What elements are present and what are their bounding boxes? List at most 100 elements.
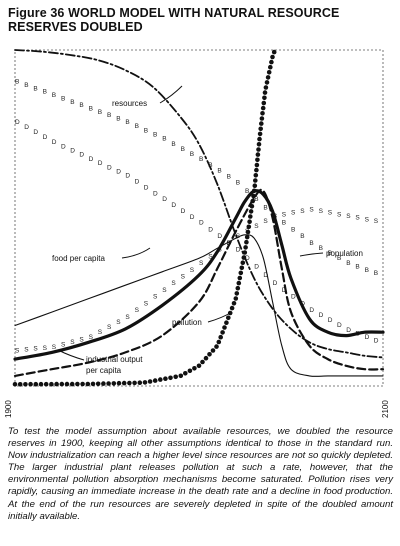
symbol-point: B xyxy=(79,102,83,109)
symbol-point: B xyxy=(300,233,304,240)
pollution-dot xyxy=(265,75,271,80)
symbol-point: B xyxy=(70,99,74,106)
pollution-dot xyxy=(85,381,91,387)
pollution-dot xyxy=(257,136,262,142)
symbol-point: B xyxy=(24,82,28,89)
symbol-point: S xyxy=(24,347,29,354)
pollution-dot xyxy=(268,64,273,70)
pollution-dot xyxy=(246,224,252,230)
symbol-point: B xyxy=(245,188,249,195)
pollution-dot xyxy=(237,275,243,281)
series-resources xyxy=(14,49,384,359)
pollution-dot xyxy=(203,355,209,361)
pollution-dot xyxy=(256,142,262,147)
symbol-point: S xyxy=(319,208,324,215)
symbol-point: S xyxy=(291,210,296,217)
pollution-dot xyxy=(245,229,251,235)
pollution-dot xyxy=(142,380,148,385)
pollution-dot xyxy=(33,381,39,387)
symbol-point: B xyxy=(263,205,267,212)
symbol-point: S xyxy=(153,294,158,301)
symbol-point: B xyxy=(328,250,332,257)
symbol-point: S xyxy=(98,329,103,336)
pollution-dot xyxy=(200,359,205,365)
symbol-point: B xyxy=(217,168,221,175)
symbol-point: D xyxy=(171,202,176,209)
pollution-dot xyxy=(95,381,101,387)
pollution-dot xyxy=(187,368,193,374)
symbol-point: S xyxy=(162,287,167,294)
pollution-dot xyxy=(260,105,266,111)
symbol-point: S xyxy=(263,218,268,225)
symbol-point: D xyxy=(162,196,167,203)
pollution-dot xyxy=(38,381,44,387)
pollution-dot xyxy=(253,178,258,183)
pollution-dot xyxy=(116,380,122,386)
symbol-point: D xyxy=(282,287,287,294)
symbol-point: B xyxy=(43,89,47,96)
pollution-dot xyxy=(127,380,132,386)
pollution-dot xyxy=(229,305,235,311)
x-tick-2100: 2100 xyxy=(381,400,390,418)
figure-title: Figure 36 WORLD MODEL WITH NATURAL RESOU… xyxy=(8,6,392,34)
label-resources: resources xyxy=(112,99,147,108)
pollution-dot xyxy=(220,330,225,335)
pollution-dot xyxy=(111,381,117,386)
symbol-point: D xyxy=(208,226,213,233)
symbol-point: D xyxy=(15,119,20,126)
symbol-point: B xyxy=(116,116,120,123)
pollution-dot xyxy=(249,204,255,209)
pollution-dot xyxy=(233,296,239,301)
symbol-point: B xyxy=(125,119,129,126)
symbol-point: B xyxy=(190,151,194,158)
symbol-point: S xyxy=(171,280,176,287)
pollution-dot xyxy=(244,239,249,245)
symbol-point: B xyxy=(181,146,185,153)
pollution-dot xyxy=(241,255,247,260)
pollution-dot xyxy=(260,111,265,116)
pollution-dot xyxy=(132,380,137,386)
pollution-dot xyxy=(23,382,28,387)
pollution-dot xyxy=(244,234,250,240)
symbol-point: S xyxy=(365,216,370,223)
pollution-dot xyxy=(259,116,265,121)
symbol-point: D xyxy=(374,337,379,344)
symbol-point: B xyxy=(355,263,359,270)
pollution-dot xyxy=(152,378,158,383)
pollution-dot xyxy=(106,381,111,386)
symbol-point: B xyxy=(291,226,295,233)
symbol-point: D xyxy=(337,322,342,329)
symbol-point: S xyxy=(33,346,38,353)
series-pollution xyxy=(12,49,277,387)
x-tick-1900: 1900 xyxy=(4,400,13,418)
arrow-population xyxy=(299,252,324,257)
symbol-point: B xyxy=(15,79,19,86)
pollution-dot xyxy=(226,315,231,321)
pollution-dot xyxy=(271,49,277,55)
symbol-point: B xyxy=(236,179,240,186)
symbol-point: D xyxy=(107,164,112,171)
label-population: population xyxy=(326,249,363,258)
pollution-dot xyxy=(248,209,254,214)
symbol-point: B xyxy=(254,196,258,203)
pollution-dot xyxy=(218,334,223,340)
symbol-point: D xyxy=(116,169,121,176)
symbol-point: B xyxy=(171,141,175,148)
symbol-point: S xyxy=(190,267,195,274)
symbol-point: D xyxy=(328,317,333,324)
pollution-dot xyxy=(207,352,212,357)
pollution-dot xyxy=(243,245,248,250)
symbol-point: D xyxy=(199,220,204,227)
pollution-dot xyxy=(266,70,272,75)
pollution-dot xyxy=(234,291,240,296)
pollution-dot xyxy=(137,380,143,386)
pollution-dot xyxy=(158,377,163,382)
pollution-dot xyxy=(75,381,80,387)
pollution-dot xyxy=(262,90,268,95)
symbol-point: B xyxy=(199,156,203,163)
symbol-point: S xyxy=(79,337,84,344)
arrow-food xyxy=(121,247,151,259)
symbol-point: S xyxy=(125,314,130,321)
symbol-point: D xyxy=(254,263,259,270)
